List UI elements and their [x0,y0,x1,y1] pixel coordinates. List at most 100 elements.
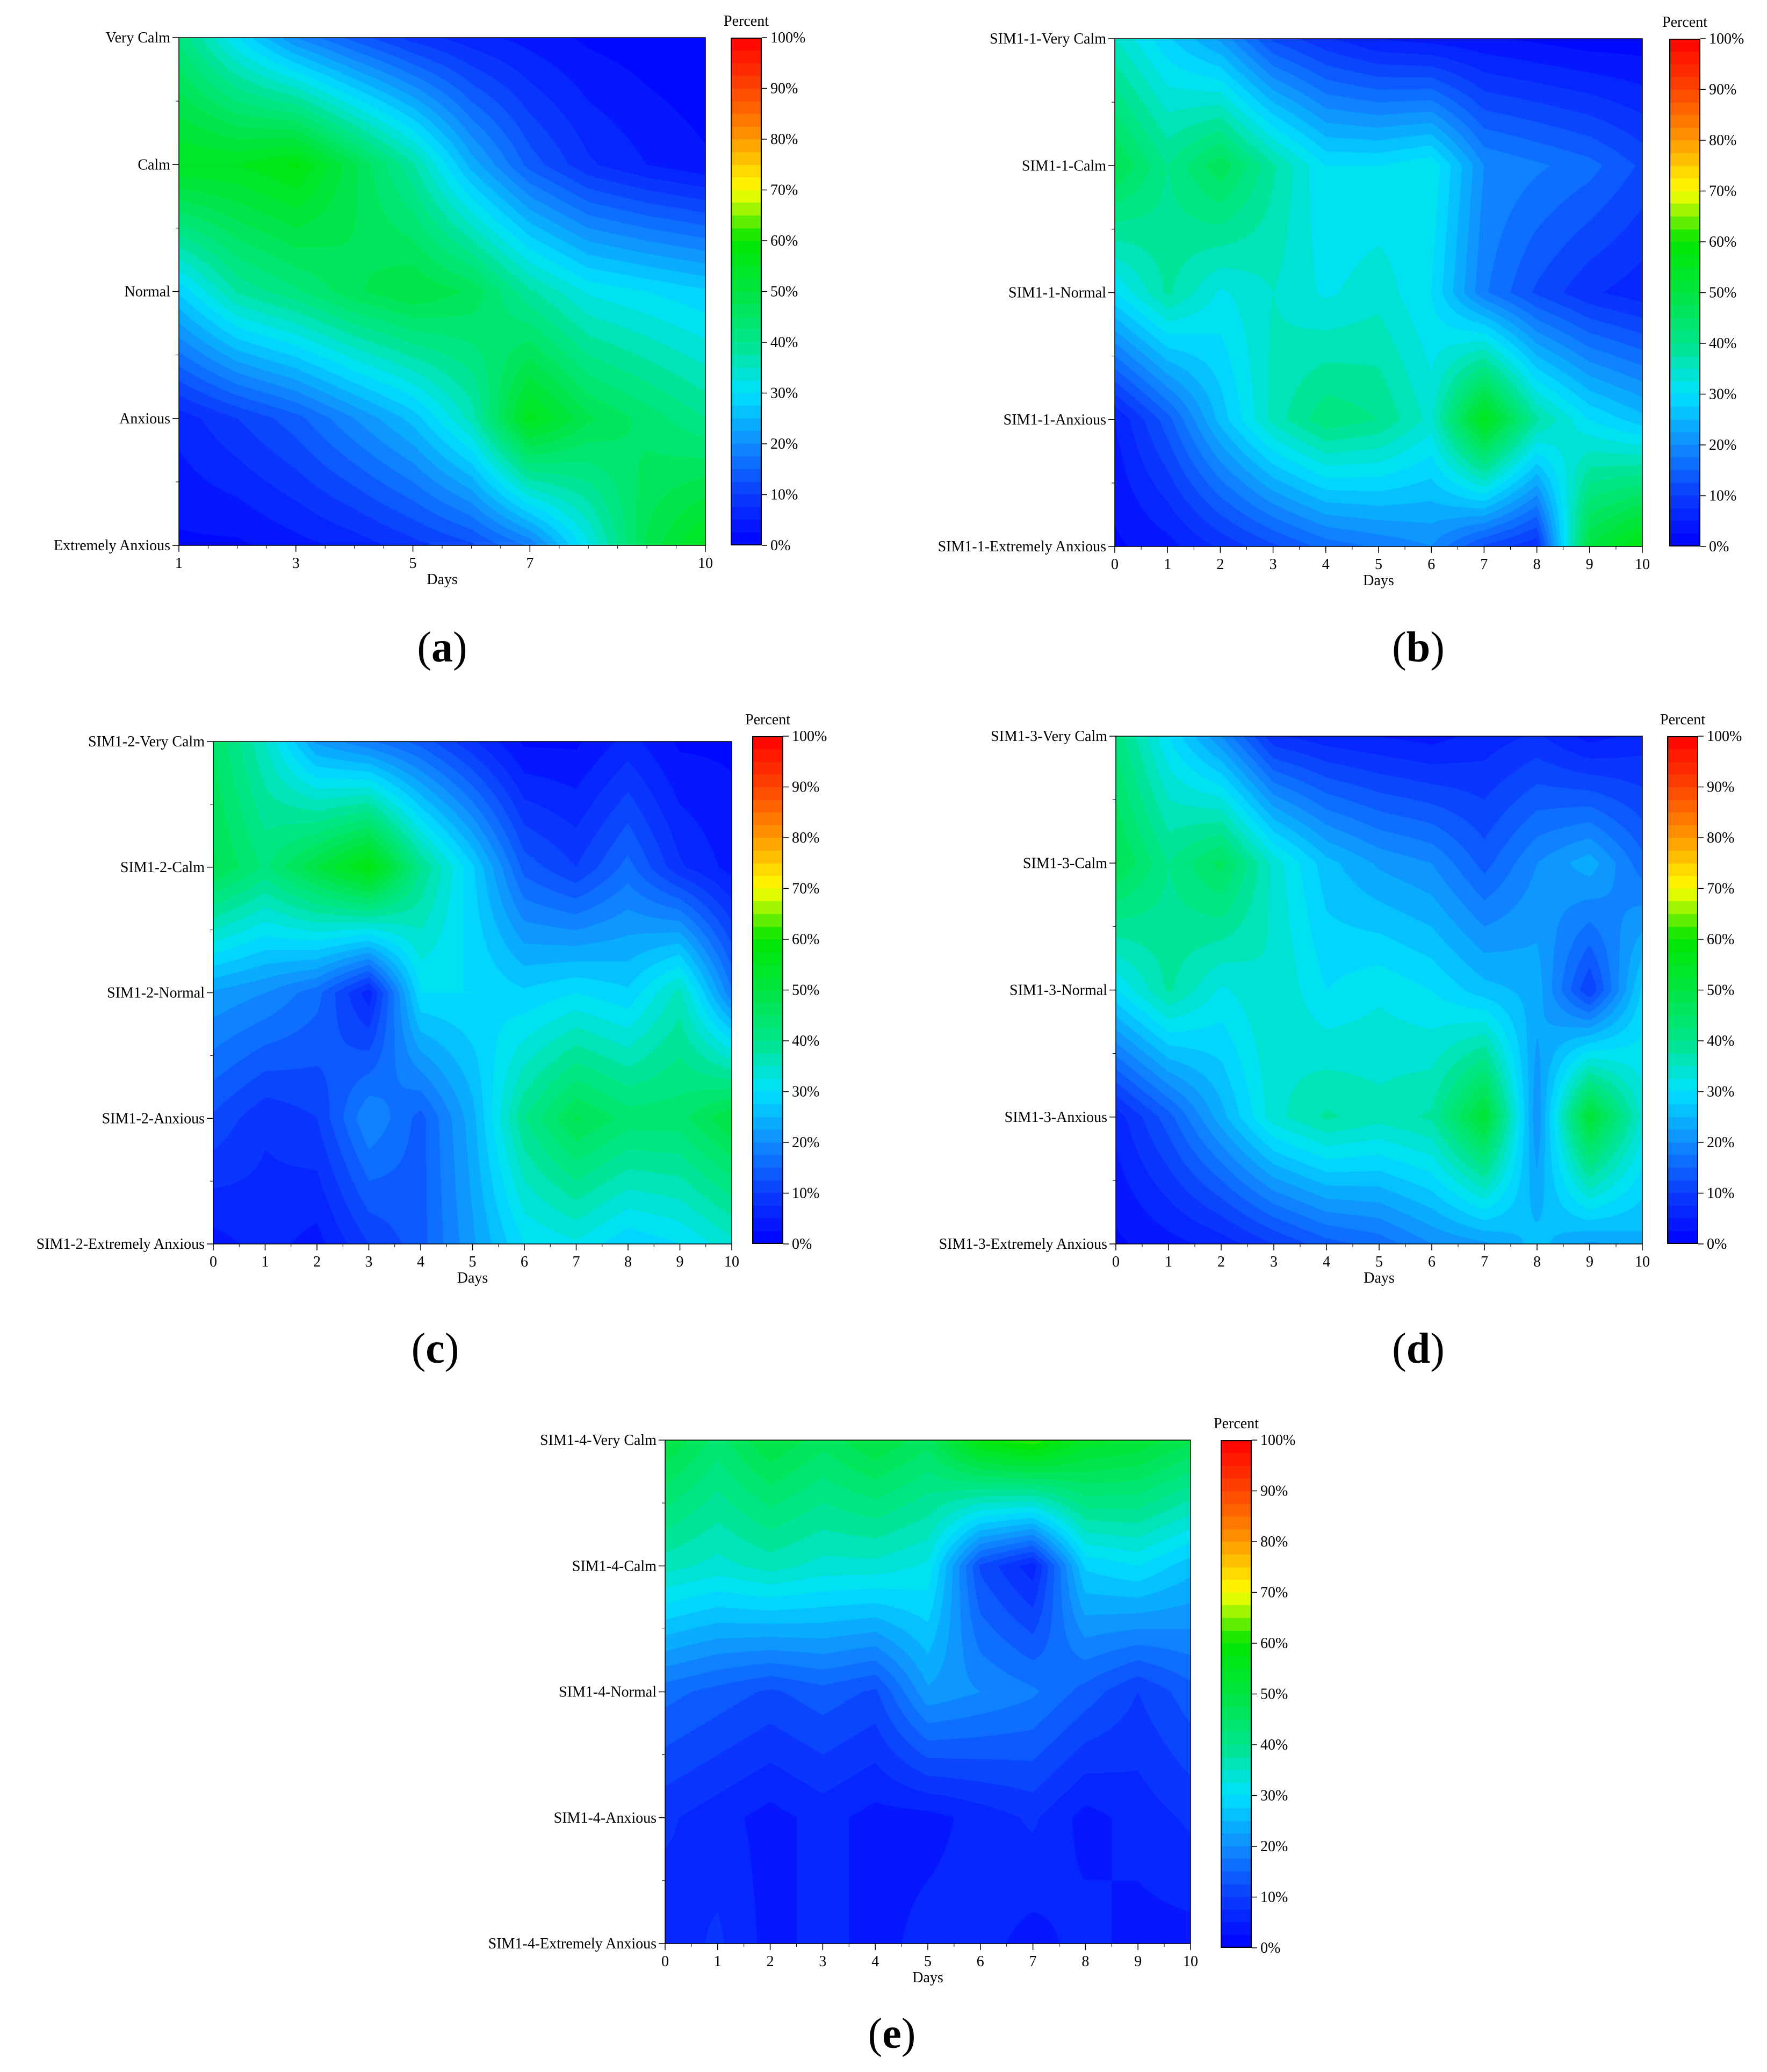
colorbar-tick-label: 70% [1709,183,1736,200]
x-tick-label: 9 [1586,556,1593,573]
x-tick-label: 9 [676,1254,684,1270]
x-tick-label: 8 [624,1254,632,1270]
colorbar-tick-label: 60% [770,233,798,249]
colorbar-tick-label: 30% [1260,1788,1288,1804]
y-tick-label: SIM1-3-Calm [1023,855,1107,872]
x-tick-label: 2 [1217,1254,1225,1270]
colorbar-tick-label: 30% [1707,1084,1734,1100]
x-tick-label: 9 [1586,1254,1593,1270]
y-tick-label: Anxious [119,411,170,427]
colorbar-title: Percent [724,13,769,30]
x-tick-label: 6 [977,1953,984,1970]
x-axis-label: Days [1363,572,1394,589]
colorbar-tick-label: 90% [770,81,798,97]
x-tick-label: 1 [714,1953,722,1970]
y-tick-label: SIM1-3-Anxious [1005,1109,1107,1126]
heatmap-d [1116,736,1642,1244]
x-tick-label: 3 [1270,1254,1278,1270]
colorbar-tick-label: 80% [770,131,798,148]
colorbar-title: Percent [1662,14,1707,31]
colorbar-title: Percent [1660,711,1705,728]
caption-d: (d) [1392,1325,1445,1372]
x-tick-label: 7 [1029,1953,1037,1970]
x-tick-label: 3 [819,1953,826,1970]
colorbar-a [731,38,762,545]
x-tick-label: 7 [1481,1254,1488,1270]
colorbar-tick-label: 0% [1260,1940,1280,1956]
plot-frame [1114,38,1643,547]
y-tick-label: SIM1-4-Normal [559,1684,657,1701]
colorbar-tick-label: 20% [1709,437,1736,454]
x-axis-label: Days [457,1270,488,1286]
colorbar-tick-label: 10% [1707,1185,1734,1202]
colorbar-tick-label: 50% [1260,1686,1288,1703]
colorbar-tick-label: 20% [792,1134,819,1151]
colorbar-tick-label: 80% [1709,132,1736,149]
x-tick-label: 1 [1165,1254,1172,1270]
colorbar-tick-label: 40% [1707,1033,1734,1049]
heatmap-a [179,38,705,545]
x-tick-label: 3 [292,555,300,572]
chart-panel-d: 0 1 2 3 4 5 6 7 8 9 10 Days SIM1-3-Very Calm SIM1-3-C… [884,699,1767,1397]
plot-frame [178,37,706,546]
x-tick-label: 4 [871,1953,879,1970]
colorbar-tick-label: 100% [1707,728,1742,745]
y-tick-label: Extremely Anxious [54,537,170,554]
colorbar-tick-label: 50% [792,982,819,999]
plot-frame [213,741,732,1244]
x-tick-label: 6 [1427,556,1435,573]
y-tick-label: SIM1-2-Extremely Anxious [37,1236,205,1253]
y-tick-label: SIM1-4-Extremely Anxious [488,1936,657,1952]
x-tick-label: 5 [1375,1254,1383,1270]
colorbar-tick-label: 80% [1260,1534,1288,1550]
chart-panel-e: 0 1 2 3 4 5 6 7 8 9 10 Days SIM1-4-Very Calm SIM1-4-C… [0,1397,1767,2072]
colorbar-c [752,736,783,1244]
colorbar-tick-label: 0% [770,537,790,554]
colorbar-tick-label: 10% [792,1185,819,1202]
x-tick-label: 0 [661,1953,669,1970]
colorbar-tick-label: 60% [792,931,819,948]
colorbar-tick-label: 90% [1707,779,1734,796]
x-tick-label: 7 [1480,556,1488,573]
x-tick-label: 8 [1533,1254,1541,1270]
colorbar-tick-label: 80% [792,830,819,846]
x-axis-label: Days [912,1969,943,1986]
x-tick-label: 10 [724,1254,739,1270]
x-tick-label: 10 [1635,1254,1650,1270]
x-tick-label: 9 [1134,1953,1142,1970]
colorbar-tick-label: 100% [1709,31,1744,47]
y-tick-label: SIM1-2-Very Calm [88,733,205,750]
axes-c: 0 1 2 3 4 5 6 7 8 9 10 Days SIM1-2-Very Calm SIM1-2-C… [37,711,827,1286]
colorbar-tick-label: 60% [1707,931,1734,948]
y-tick-label: Very Calm [105,30,170,46]
x-tick-label: 4 [1322,556,1330,573]
colorbar-tick-label: 70% [1260,1585,1288,1601]
colorbar-tick-label: 100% [770,30,805,46]
y-tick-label: SIM1-3-Very Calm [991,728,1107,745]
x-tick-label: 8 [1081,1953,1089,1970]
x-tick-label: 10 [1635,556,1650,573]
colorbar-tick-label: 30% [792,1084,819,1100]
y-tick-label: SIM1-1-Calm [1022,157,1106,174]
colorbar-tick-label: 30% [1709,386,1736,403]
colorbar-b [1669,39,1700,546]
y-tick-label: SIM1-2-Anxious [102,1110,205,1127]
x-tick-label: 3 [365,1254,373,1270]
colorbar-tick-label: 20% [1260,1838,1288,1855]
x-tick-label: 0 [1111,556,1119,573]
x-tick-label: 8 [1533,556,1541,573]
colorbar-d [1667,736,1698,1244]
x-tick-label: 1 [262,1254,269,1270]
colorbar-tick-label: 40% [1260,1737,1288,1753]
x-tick-label: 5 [1375,556,1382,573]
colorbar-tick-label: 0% [792,1236,812,1253]
x-tick-label: 3 [1270,556,1277,573]
heatmap-b [1115,39,1642,546]
colorbar-title: Percent [1214,1415,1259,1432]
y-tick-label: SIM1-2-Normal [107,985,205,1002]
colorbar-tick-label: 40% [770,334,798,351]
x-tick-label: 0 [1112,1254,1120,1270]
caption-c: (c) [411,1325,459,1372]
colorbar-tick-label: 90% [1709,82,1736,98]
y-tick-label: SIM1-3-Extremely Anxious [939,1236,1107,1253]
